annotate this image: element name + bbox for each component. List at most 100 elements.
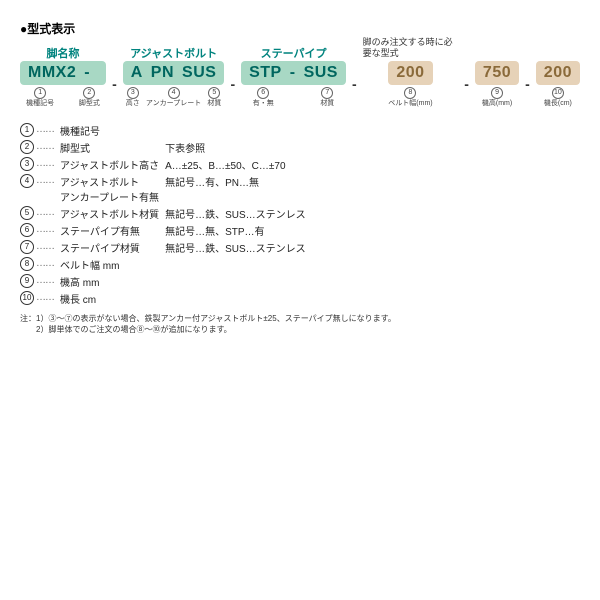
circled-number-icon: 7 — [321, 87, 333, 99]
group-header: アジャストボルト — [130, 45, 217, 59]
definition-row: 8……ベルト幅 mm — [20, 256, 312, 273]
segment-sublabel: 4アンカープレート — [146, 87, 201, 108]
definition-desc: 無記号…鉄、SUS…ステンレス — [165, 239, 312, 256]
code-group: アジャストボルト APNSUS 3高さ 4アンカープレート 5材質 — [123, 45, 225, 108]
definition-desc: 下表参照 — [165, 139, 312, 156]
leader-dots: …… — [36, 292, 54, 303]
definition-row: 4…… アジャストボルトアンカープレート有無無記号…有、PN…無 — [20, 173, 312, 205]
circled-number-icon: 6 — [20, 223, 34, 237]
sublabel-row: 10機長(cm) — [536, 87, 580, 108]
sublabel-row: 3高さ 4アンカープレート 5材質 — [123, 87, 225, 108]
definition-name: ベルト幅 mm — [60, 256, 165, 273]
segment-sublabel: 5材質 — [207, 87, 221, 108]
footnote-line: 注：1）③～⑦の表示がない場合、鉄製アンカー付アジャストボルト±25、ステーパイ… — [20, 313, 580, 324]
circled-number-icon: 10 — [552, 87, 564, 99]
definition-name: ステーパイプ有無 — [60, 222, 165, 239]
definition-name: アジャストボルトアンカープレート有無 — [60, 173, 165, 205]
segment-sublabel: 9機高(mm) — [482, 87, 512, 108]
definition-desc — [165, 256, 312, 273]
segment-label-text: 機高(mm) — [482, 100, 512, 108]
segment-label-text: 機種記号 — [26, 100, 54, 108]
segment-label-text: ベルト幅(mm) — [388, 100, 432, 108]
code-segment: A — [127, 64, 147, 82]
definition-name: 機長 cm — [60, 290, 165, 307]
section-title: ●型式表示 — [20, 20, 580, 37]
segment-label-text: 有・無 — [253, 100, 274, 108]
segment-sublabel: 8ベルト幅(mm) — [388, 87, 432, 108]
definition-desc — [165, 122, 312, 139]
definitions: 1……機種記号2……脚型式下表参照3……アジャストボルト高さA…±25、B…±5… — [20, 122, 580, 307]
code-segment: 200 — [392, 64, 428, 82]
code-group: ステーパイプSTP-SUS6有・無7材質 — [241, 45, 346, 108]
definition-row: 6…… ステーパイプ有無無記号…無、STP…有 — [20, 222, 312, 239]
circled-number-icon: 4 — [168, 87, 180, 99]
model-bar: 脚名称MMX2- 1機種記号2脚型式-アジャストボルトAPNSUS3高さ4アンカ… — [20, 45, 580, 108]
leader-dots: …… — [36, 224, 54, 235]
footnotes: 注：1）③～⑦の表示がない場合、鉄製アンカー付アジャストボルト±25、ステーパイ… — [20, 313, 580, 335]
definition-row: 1……機種記号 — [20, 122, 312, 139]
code-band: 200 — [388, 61, 432, 85]
definition-name: 機種記号 — [60, 122, 165, 139]
code-group: 脚名称 MMX2- 1機種記号 2脚型式 — [20, 45, 106, 108]
circled-number-icon: 8 — [404, 87, 416, 99]
code-band: APNSUS — [123, 61, 225, 85]
circled-number-icon: 4 — [20, 174, 34, 188]
segment-label-text: 高さ — [126, 100, 140, 108]
definition-row: 7……ステーパイプ材質無記号…鉄、SUS…ステンレス — [20, 239, 312, 256]
code-segment: 200 — [540, 64, 576, 82]
group-header: 脚名称 — [47, 45, 80, 59]
segment-label-text: 材質 — [320, 100, 334, 108]
sublabel-row: 9機高(mm) — [475, 87, 519, 108]
separator: - — [462, 76, 471, 92]
definition-desc — [165, 273, 312, 290]
separator: - — [523, 76, 532, 92]
definition-desc: A…±25、B…±50、C…±70 — [165, 156, 312, 173]
code-segment: STP — [245, 64, 286, 82]
segment-sublabel: 1機種記号 — [26, 87, 54, 108]
segment-sublabel: 2脚型式 — [79, 87, 100, 108]
segment-label-text: 機長(cm) — [544, 100, 572, 108]
dimension-group: 750 9機高(mm) — [475, 45, 519, 108]
definition-desc: 無記号…有、PN…無 — [165, 173, 312, 205]
code-segment: 750 — [479, 64, 515, 82]
code-segment: MMX2 — [24, 64, 80, 82]
dimension-group: 200 10機長(cm) — [536, 45, 580, 108]
leader-dots: …… — [36, 275, 54, 286]
leader-dots: …… — [36, 241, 54, 252]
separator: - — [110, 76, 119, 92]
definition-desc: 無記号…無、STP…有 — [165, 222, 312, 239]
circled-number-icon: 3 — [127, 87, 139, 99]
separator: - — [228, 76, 237, 92]
circled-number-icon: 10 — [20, 291, 34, 305]
circled-number-icon: 3 — [20, 157, 34, 171]
code-segment: PN — [147, 64, 178, 82]
leader-dots: …… — [36, 158, 54, 169]
circled-number-icon: 2 — [20, 140, 34, 154]
segment-label-text: 脚型式 — [79, 100, 100, 108]
definition-row: 3…… アジャストボルト高さA…±25、B…±50、C…±70 — [20, 156, 312, 173]
circled-number-icon: 1 — [34, 87, 46, 99]
separator: - — [350, 76, 359, 92]
segment-sublabel: 3高さ — [126, 87, 140, 108]
code-band: 750 — [475, 61, 519, 85]
definition-name: 機高 mm — [60, 273, 165, 290]
segment-sublabel: 7材質 — [320, 87, 334, 108]
code-segment: SUS — [178, 64, 220, 82]
leader-dots: …… — [36, 124, 54, 135]
segment-label-text: アンカープレート — [146, 100, 201, 108]
circled-number-icon: 5 — [208, 87, 220, 99]
definition-row: 5……アジャストボルト材質無記号…鉄、SUS…ステンレス — [20, 205, 312, 222]
definition-name: アジャストボルト高さ — [60, 156, 165, 173]
code-segment: - — [80, 64, 94, 82]
definition-name: 脚型式 — [60, 139, 165, 156]
leader-dots: …… — [36, 175, 54, 186]
definition-desc: 無記号…鉄、SUS…ステンレス — [165, 205, 312, 222]
definition-desc — [165, 290, 312, 307]
definition-row: 2…… 脚型式下表参照 — [20, 139, 312, 156]
dimension-group: 脚のみ注文する時に必要な型式2008ベルト幅(mm) — [363, 45, 459, 108]
segment-label-text: 材質 — [207, 100, 221, 108]
sublabel-row: 8ベルト幅(mm) — [363, 87, 459, 108]
segment-sublabel: 6有・無 — [253, 87, 274, 108]
leader-dots: …… — [36, 141, 54, 152]
code-segment: SUS — [300, 64, 342, 82]
